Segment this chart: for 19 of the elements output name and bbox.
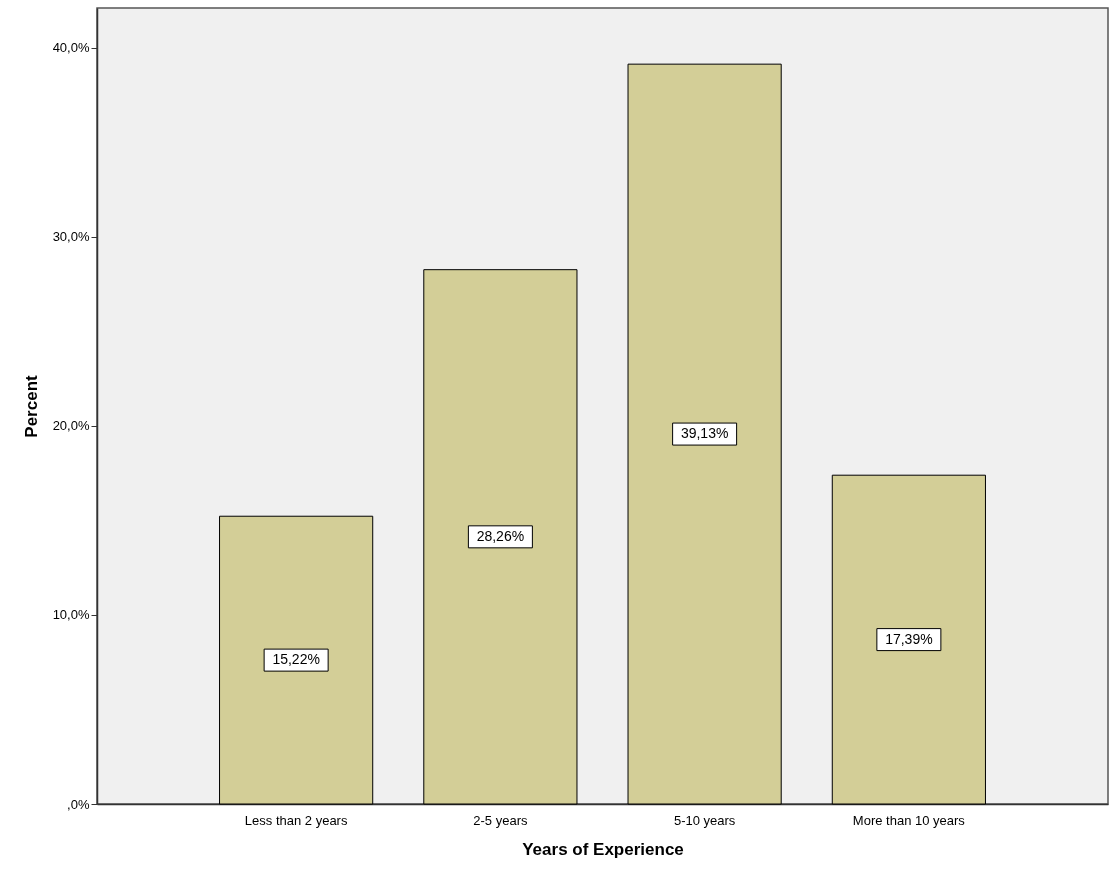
y-tick-label: 20,0% bbox=[52, 418, 90, 434]
x-axis-title: Years of Experience bbox=[522, 839, 684, 859]
bar bbox=[831, 474, 986, 805]
data-label: 28,26% bbox=[476, 527, 525, 544]
x-tick-label: 2-5 years bbox=[473, 812, 528, 828]
data-label: 39,13% bbox=[680, 425, 729, 442]
y-tick-label: 30,0% bbox=[52, 229, 90, 245]
bar bbox=[627, 63, 782, 805]
y-tick-label: 40,0% bbox=[52, 40, 90, 56]
x-tick-label: More than 10 years bbox=[852, 812, 966, 828]
data-label: 17,39% bbox=[885, 630, 933, 647]
y-axis-title: Percent bbox=[21, 374, 41, 438]
y-tick-label: ,0% bbox=[67, 796, 90, 812]
bar bbox=[423, 269, 578, 805]
bar bbox=[219, 515, 374, 805]
x-tick-label: 5-10 years bbox=[673, 812, 736, 828]
data-label: 15,22% bbox=[272, 651, 320, 668]
y-tick-label: 10,0% bbox=[52, 607, 90, 623]
x-tick-label: Less than 2 years bbox=[244, 812, 348, 828]
